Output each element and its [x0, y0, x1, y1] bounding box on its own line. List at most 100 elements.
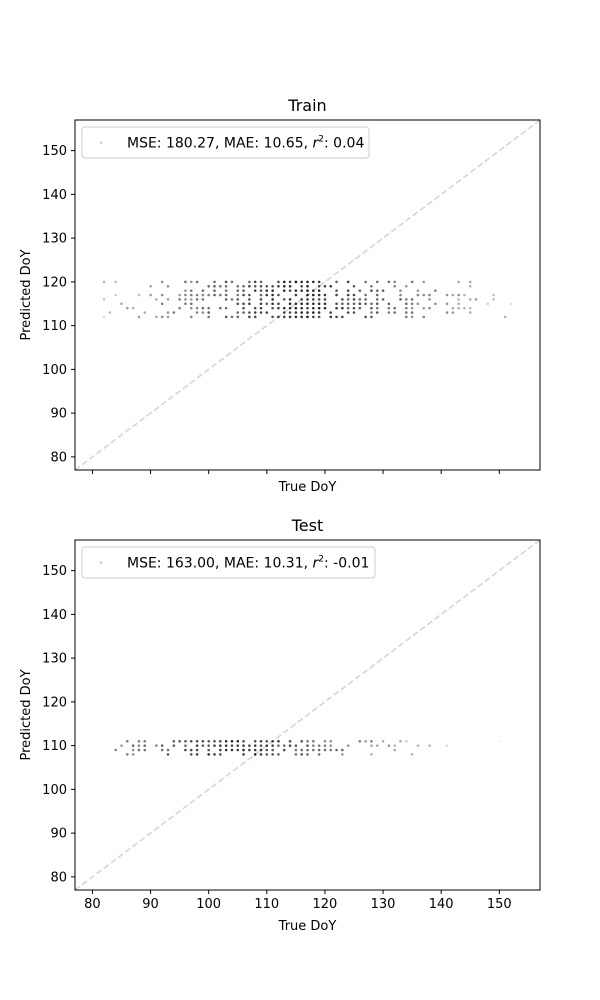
train-point-179 [317, 280, 321, 284]
test-point-0 [114, 748, 117, 752]
train-point-248 [405, 306, 408, 310]
test-point-58 [248, 744, 251, 747]
train-point-253 [410, 311, 414, 314]
test-point-104 [335, 748, 338, 752]
test-point-64 [259, 748, 263, 752]
train-point-67 [224, 284, 228, 288]
test-point-45 [224, 744, 228, 747]
train-point-142 [294, 302, 298, 306]
test-y-tick-label-100: 100 [42, 783, 67, 798]
train-point-15 [155, 298, 158, 301]
test-point-68 [265, 748, 269, 752]
train-point-255 [410, 302, 414, 306]
train-point-153 [300, 280, 303, 284]
train-point-123 [277, 280, 280, 284]
test-point-83 [294, 748, 298, 752]
test-y-tick-label-140: 140 [42, 608, 67, 623]
train-y-tick-label-130: 130 [42, 232, 67, 247]
test-point-99 [323, 744, 327, 747]
train-point-201 [346, 298, 350, 301]
train-point-10 [137, 293, 141, 297]
test-point-75 [277, 753, 280, 756]
train-point-198 [346, 311, 350, 314]
train-point-185 [329, 315, 333, 319]
train-point-287 [468, 280, 472, 284]
train-point-9 [137, 315, 141, 319]
train-point-27 [178, 293, 181, 297]
train-legend-box [81, 126, 370, 159]
train-point-115 [271, 293, 274, 297]
test-point-10 [143, 748, 147, 752]
train-point-219 [364, 280, 367, 284]
test-point-105 [341, 753, 344, 756]
train-point-138 [288, 280, 292, 284]
test-point-114 [381, 739, 385, 743]
train-point-281 [463, 306, 466, 310]
test-point-14 [160, 748, 164, 752]
train-point-106 [265, 311, 269, 314]
test-point-26 [189, 739, 193, 743]
train-point-165 [312, 306, 315, 310]
train-point-72 [236, 315, 240, 319]
train-point-70 [230, 298, 234, 301]
train-point-189 [335, 306, 338, 310]
test-point-67 [265, 753, 269, 756]
train-point-251 [405, 284, 408, 288]
train-point-84 [242, 284, 245, 288]
train-point-190 [335, 302, 338, 306]
train-point-184 [323, 284, 327, 288]
train-point-105 [259, 280, 263, 284]
train-point-199 [346, 306, 350, 310]
train-point-181 [323, 302, 327, 306]
train-point-228 [375, 302, 379, 306]
train-point-3 [108, 311, 112, 314]
train-point-0 [102, 315, 106, 319]
train-y-tick-label-150: 150 [42, 144, 67, 159]
train-point-20 [166, 315, 170, 319]
train-point-221 [370, 311, 373, 314]
train-point-275 [451, 293, 455, 297]
train-point-92 [253, 315, 257, 319]
test-point-2 [126, 753, 129, 756]
train-y-tick-label-110: 110 [42, 319, 67, 334]
test-point-6 [131, 744, 135, 747]
train-point-94 [253, 306, 257, 310]
test-point-98 [323, 748, 327, 752]
test-point-48 [230, 744, 234, 747]
train-point-236 [387, 306, 391, 310]
test-point-109 [364, 739, 367, 743]
train-point-244 [399, 293, 402, 297]
train-point-196 [341, 302, 344, 306]
test-point-50 [236, 748, 240, 752]
test-point-70 [265, 739, 269, 743]
train-point-31 [184, 289, 187, 292]
test-point-72 [271, 748, 274, 752]
train-point-12 [149, 293, 152, 297]
train-point-175 [317, 298, 321, 301]
train-point-290 [492, 298, 495, 301]
train-point-108 [265, 293, 269, 297]
train-point-57 [213, 284, 216, 288]
train-point-150 [300, 298, 303, 301]
test-point-8 [137, 744, 141, 747]
train-point-213 [358, 298, 362, 301]
train-point-90 [248, 284, 251, 288]
test-point-77 [277, 739, 280, 743]
train-point-2 [102, 280, 106, 284]
train-legend: MSE: 180.27, MAE: 10.65, r2: 0.04 [81, 126, 370, 159]
train-point-112 [271, 306, 274, 310]
test-panel: Test 80 90 100 110 120 130 140 150 80 90 100 110 120… [19, 516, 541, 934]
train-point-33 [189, 315, 193, 319]
train-point-229 [375, 298, 379, 301]
train-point-266 [428, 298, 431, 301]
test-point-108 [358, 739, 362, 743]
train-point-73 [236, 311, 240, 314]
test-point-124 [498, 739, 501, 743]
train-y-tick-label-120: 120 [42, 275, 67, 290]
train-point-63 [224, 306, 228, 310]
train-point-293 [509, 302, 513, 306]
train-point-147 [300, 311, 303, 314]
test-point-57 [248, 748, 251, 752]
train-point-215 [364, 315, 367, 319]
